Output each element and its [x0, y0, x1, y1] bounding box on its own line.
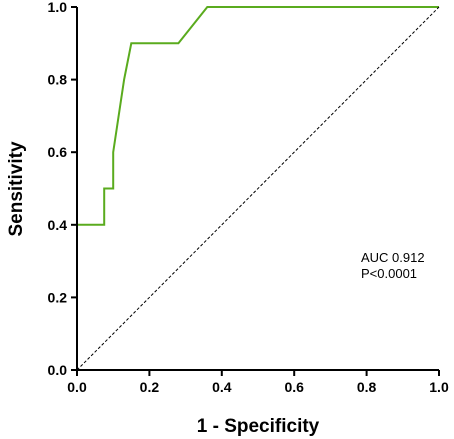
- y-tick-label: 0.6: [48, 144, 68, 160]
- x-tick-label: 0.6: [284, 379, 304, 395]
- y-tick-label: 0.2: [48, 289, 68, 305]
- x-tick-label: 0.0: [67, 379, 87, 395]
- plot-area: [76, 6, 440, 371]
- auc-annotation: AUC 0.912: [361, 250, 425, 265]
- axes: 0.0 0.2 0.4 0.6 0.8 1.0 0.0 0.2 0.4 0.6 0.8 1.0: [48, 0, 449, 395]
- roc-curve-line: [76, 6, 439, 370]
- x-tick-label: 1.0: [429, 379, 449, 395]
- p-value-annotation: P<0.0001: [361, 266, 417, 281]
- reference-diagonal-line: [76, 6, 440, 371]
- x-tick-label: 0.4: [212, 379, 232, 395]
- y-tick-label: 0.4: [48, 217, 68, 233]
- x-tick-label: 0.8: [357, 379, 377, 395]
- y-axis-title: Sensitivity: [6, 141, 27, 236]
- y-tick-label: 0.0: [48, 362, 68, 378]
- y-tick-label: 1.0: [48, 0, 68, 15]
- y-tick-label: 0.8: [48, 72, 68, 88]
- x-tick-label: 0.2: [140, 379, 160, 395]
- x-axis-title: 1 - Specificity: [197, 416, 320, 437]
